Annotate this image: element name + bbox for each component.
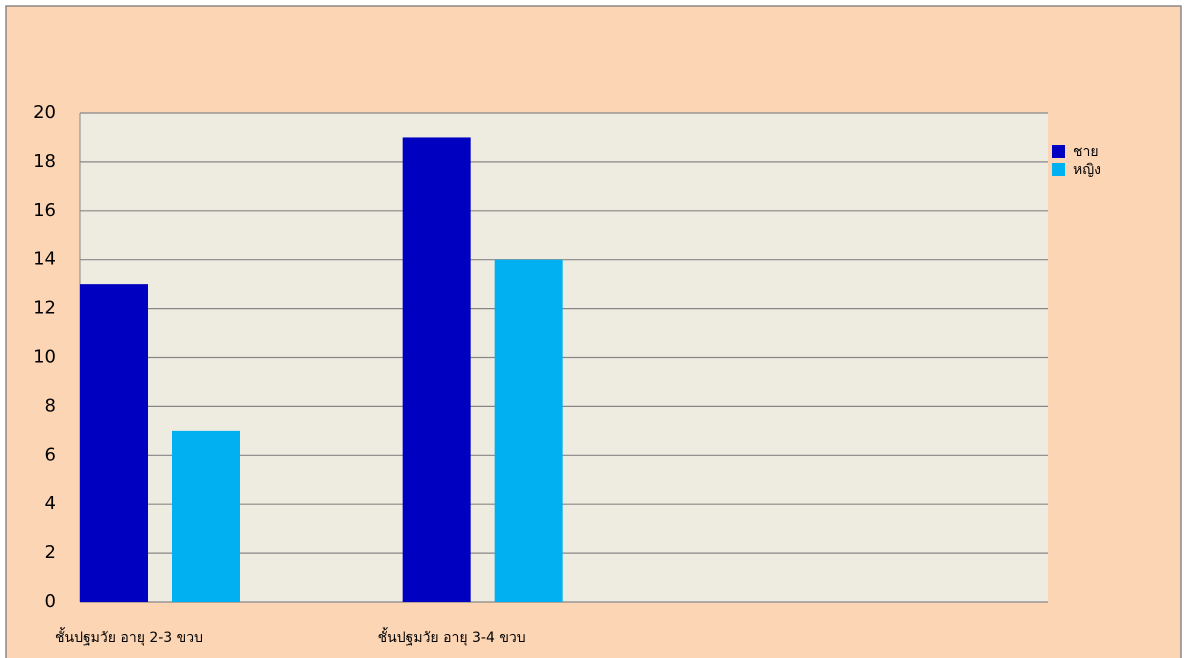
x-tick-label: ชั้นปฐมวัย อายุ 2-3 ขวบ (55, 627, 203, 646)
y-tick-label: 6 (45, 444, 56, 465)
y-tick-label: 12 (33, 298, 56, 319)
legend-label: ชาย (1073, 144, 1099, 160)
bar (172, 430, 240, 602)
y-tick-label: 0 (45, 591, 56, 612)
legend-swatch (1052, 163, 1065, 176)
bar (402, 137, 471, 602)
legend-swatch (1052, 145, 1065, 158)
y-tick-label: 10 (33, 347, 56, 368)
y-tick-label: 4 (45, 493, 56, 514)
x-tick-label: ชั้นปฐมวัย อายุ 3-4 ขวบ (378, 627, 526, 646)
bar (80, 284, 148, 602)
y-tick-label: 18 (33, 151, 56, 172)
y-tick-label: 16 (33, 200, 56, 221)
bar (494, 259, 563, 602)
y-tick-label: 8 (45, 395, 56, 416)
legend-label: หญิง (1073, 162, 1101, 178)
y-tick-label: 14 (33, 249, 56, 270)
y-tick-label: 2 (45, 542, 56, 563)
y-tick-label: 20 (33, 102, 56, 123)
